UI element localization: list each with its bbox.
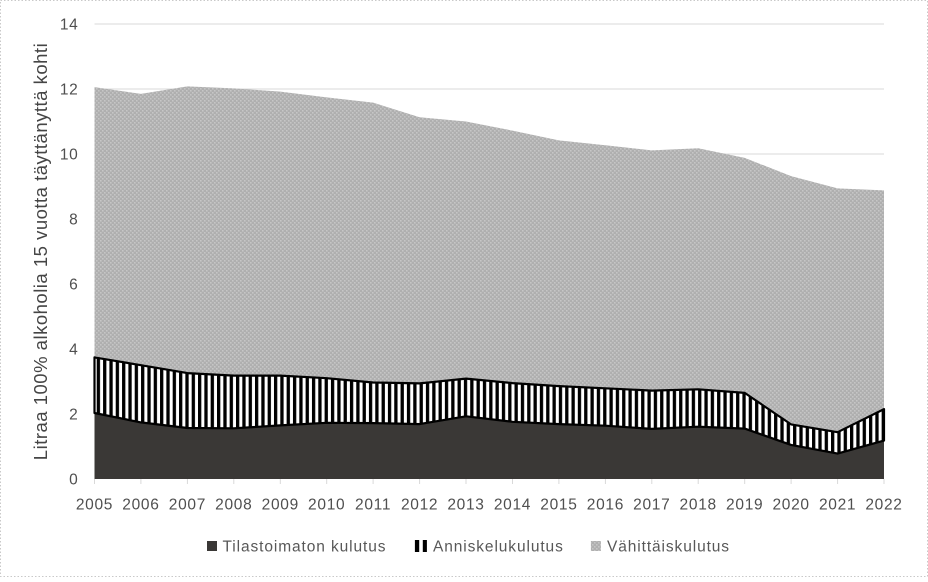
svg-text:Vähittäiskulutus: Vähittäiskulutus [607, 539, 730, 556]
svg-text:Anniskelukulutus: Anniskelukulutus [433, 539, 564, 556]
svg-text:4: 4 [69, 342, 78, 359]
svg-text:0: 0 [69, 472, 78, 489]
svg-text:2007: 2007 [169, 497, 206, 514]
svg-text:2016: 2016 [587, 497, 624, 514]
svg-text:2010: 2010 [308, 497, 345, 514]
svg-text:2008: 2008 [215, 497, 252, 514]
svg-text:2014: 2014 [494, 497, 531, 514]
svg-text:Tilastoimaton kulutus: Tilastoimaton kulutus [223, 539, 387, 556]
svg-text:2: 2 [69, 407, 78, 424]
svg-text:2021: 2021 [819, 497, 856, 514]
svg-text:2015: 2015 [540, 497, 577, 514]
svg-text:2013: 2013 [447, 497, 484, 514]
svg-text:12: 12 [60, 82, 79, 99]
svg-text:6: 6 [69, 277, 78, 294]
svg-text:2022: 2022 [865, 497, 902, 514]
svg-text:10: 10 [60, 147, 79, 164]
svg-text:2019: 2019 [726, 497, 763, 514]
svg-text:2012: 2012 [401, 497, 438, 514]
svg-text:8: 8 [69, 212, 78, 229]
svg-text:2009: 2009 [262, 497, 299, 514]
svg-text:2011: 2011 [355, 497, 391, 514]
svg-text:Litraa 100% alkoholia 15 vuott: Litraa 100% alkoholia 15 vuotta täyttäny… [30, 43, 51, 460]
svg-text:2005: 2005 [76, 497, 113, 514]
svg-text:14: 14 [60, 17, 79, 34]
svg-text:2006: 2006 [122, 497, 159, 514]
svg-text:2017: 2017 [633, 497, 670, 514]
svg-text:2018: 2018 [680, 497, 717, 514]
svg-text:2020: 2020 [772, 497, 809, 514]
